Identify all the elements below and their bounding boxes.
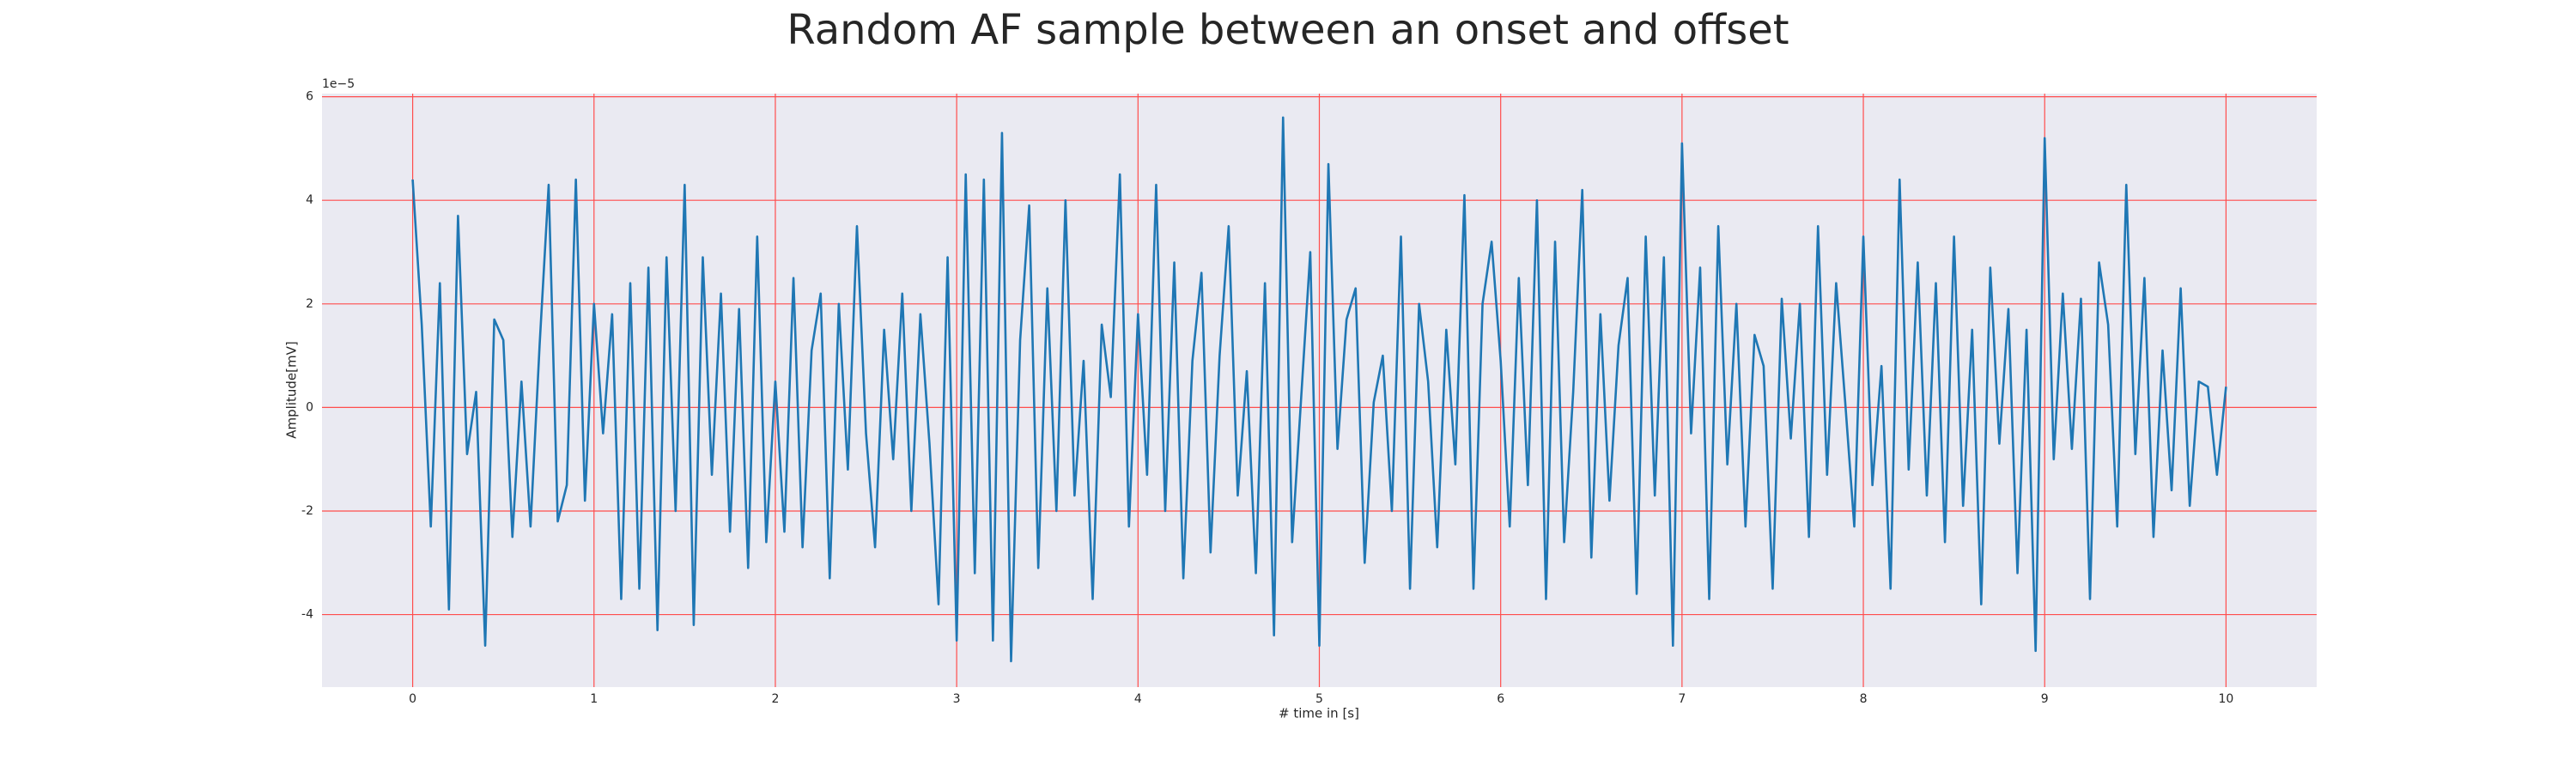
x-tick-label: 5 (1315, 692, 1323, 706)
x-tick-label: 6 (1497, 692, 1504, 706)
chart-title: Random AF sample between an onset and of… (787, 6, 1789, 54)
y-tick-label: -2 (301, 504, 313, 518)
y-axis-label: Amplitude[mV] (284, 341, 300, 438)
y-tick-label: 6 (306, 90, 313, 104)
x-tick-label: 7 (1678, 692, 1686, 706)
x-axis-label: # time in [s] (1279, 706, 1359, 721)
x-tick-label: 8 (1860, 692, 1868, 706)
y-offset-label: 1e−5 (322, 77, 355, 91)
x-tick-label: 2 (771, 692, 779, 706)
x-tick-label: 9 (2041, 692, 2049, 706)
y-tick-label: -4 (301, 608, 313, 622)
y-tick-label: 0 (306, 400, 313, 414)
y-tick-label: 4 (306, 193, 313, 207)
x-tick-label: 1 (590, 692, 598, 706)
x-tick-label: 0 (409, 692, 416, 706)
x-tick-label: 3 (953, 692, 961, 706)
tick-labels: 0 1 2 3 4 5 6 7 8 9 10 -4 -2 0 2 4 6 (301, 90, 2233, 706)
signal-line (411, 116, 2227, 663)
plot-area (411, 116, 2227, 663)
y-tick-label: 2 (306, 297, 313, 311)
x-tick-label: 10 (2218, 692, 2233, 706)
x-tick-label: 4 (1134, 692, 1142, 706)
